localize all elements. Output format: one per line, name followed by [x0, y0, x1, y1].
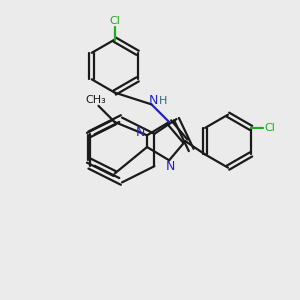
- Text: N: N: [136, 126, 145, 140]
- Text: Cl: Cl: [265, 123, 276, 133]
- Text: N: N: [166, 160, 175, 173]
- Text: CH₃: CH₃: [86, 95, 106, 105]
- Text: N: N: [148, 94, 158, 107]
- Text: Cl: Cl: [109, 16, 120, 26]
- Text: H: H: [158, 96, 167, 106]
